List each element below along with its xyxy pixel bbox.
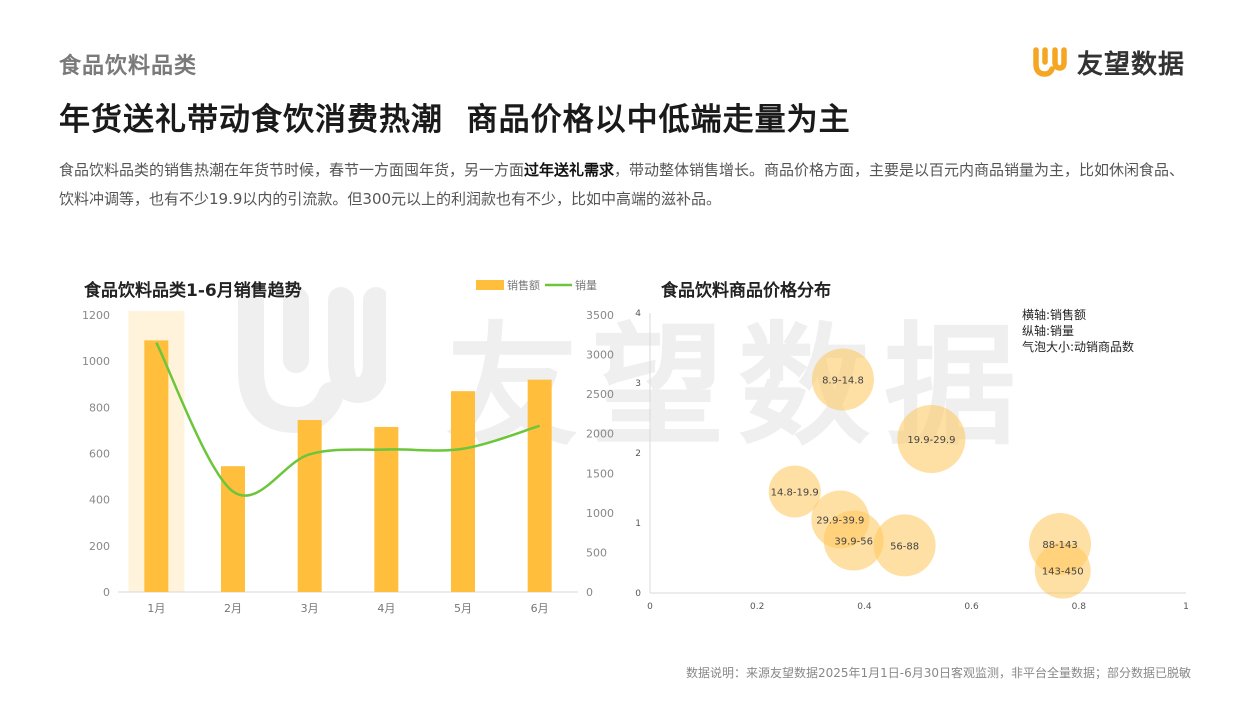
- y-tick-label: 0: [635, 589, 641, 599]
- bar-chart-title: 食品饮料品类1-6月销售趋势: [84, 281, 302, 301]
- y-left-tick-label: 600: [89, 448, 110, 461]
- description-text-2: ，带动整体销售增长。商品价格方面，主要是以百元内商品销量为主，比如休闲食品、饮料…: [59, 161, 1185, 208]
- bubble-label: 19.9-29.9: [907, 435, 955, 446]
- bubble-label: 143-450: [1042, 567, 1084, 578]
- bar-4月: [374, 426, 399, 592]
- x-tick-label: 0.6: [964, 602, 979, 612]
- bubble-label: 56-88: [890, 541, 919, 552]
- y-right-tick-label: 2000: [586, 428, 614, 441]
- y-left-tick-label: 800: [89, 401, 110, 414]
- x-tick-label: 4月: [377, 602, 395, 615]
- bubble-14.8-19.9: [768, 465, 821, 518]
- bar-3月: [297, 420, 322, 592]
- bubble-8.9-14.8: [811, 348, 874, 411]
- legend-swatch-sales: [476, 280, 504, 290]
- y-left-tick-label: 400: [89, 494, 110, 507]
- sales-volume-line: [155, 342, 541, 497]
- bubble-label: 8.9-14.8: [822, 376, 864, 387]
- y-left-tick-label: 200: [89, 540, 110, 553]
- y-right-tick-label: 2500: [586, 388, 614, 401]
- bar-5月: [451, 391, 475, 592]
- bar-1月: [144, 340, 169, 592]
- bar-6月: [527, 379, 552, 592]
- x-tick-label: 3月: [301, 602, 319, 615]
- y-tick-label: 2: [635, 449, 641, 459]
- brand-logo: 友望数据: [1033, 44, 1185, 80]
- x-tick-label: 2月: [224, 602, 242, 615]
- y-left-tick-label: 0: [103, 586, 110, 599]
- y-tick-label: 4: [635, 309, 641, 319]
- y-left-tick-label: 1200: [82, 309, 110, 322]
- y-tick-label: 1: [635, 519, 641, 529]
- x-tick-label: 1月: [147, 602, 165, 615]
- bubble-label: 29.9-39.9: [816, 516, 864, 527]
- page-description: 食品饮料品类的销售热潮在年货节时候，春节一方面囤年货，另一方面过年送礼需求，带动…: [59, 156, 1194, 214]
- bubble-label: 88-143: [1042, 540, 1077, 551]
- x-tick-label: 5月: [454, 602, 472, 615]
- chart-legend: 销售额 销量: [476, 278, 597, 292]
- page-headline: 年货送礼带动食饮消费热潮 商品价格以中低端走量为主: [59, 102, 851, 138]
- axis-note: 纵轴:销量: [1022, 323, 1074, 338]
- bar-2月: [221, 466, 245, 592]
- legend-label-volume: 销量: [575, 278, 597, 292]
- x-tick-label: 6月: [531, 602, 549, 615]
- y-right-tick-label: 0: [586, 586, 593, 599]
- brand-logo-icon: [1033, 47, 1067, 77]
- description-text-1: 食品饮料品类的销售热潮在年货节时候，春节一方面囤年货，另一方面: [59, 161, 525, 179]
- axis-note: 气泡大小:动销商品数: [1022, 339, 1134, 354]
- sales-trend-chart: 0 200 400 600 800 1000 1200 0 500 1000 1500 2000 250…: [82, 278, 614, 615]
- x-tick-label: 0.4: [857, 602, 872, 612]
- bubble-56-88: [873, 514, 936, 577]
- y-tick-label: 3: [635, 379, 641, 389]
- bubble-label: 14.8-19.9: [771, 488, 819, 499]
- y-left-tick-label: 1000: [82, 355, 110, 368]
- bubble-label: 39.9-56: [834, 537, 873, 548]
- bubble-19.9-29.9: [897, 405, 966, 473]
- scatter-chart-title: 食品饮料商品价格分布: [661, 281, 831, 301]
- x-tick-label: 0.2: [750, 602, 764, 612]
- category-label: 食品饮料品类: [59, 54, 198, 79]
- data-source-note: 数据说明：来源友望数据2025年1月1日-6月30日客观监测，非平台全量数据；部…: [685, 666, 1191, 680]
- y-right-tick-label: 500: [586, 546, 607, 559]
- bubble-143-450: [1034, 542, 1091, 599]
- legend-label-sales: 销售额: [507, 278, 540, 292]
- price-distribution-chart: 0 1 2 3 4 0 0.2 0.4 0.6 0.8 1 8.9-14.8 19.9-29.9 14.8…: [635, 307, 1189, 612]
- y-right-tick-label: 1000: [586, 507, 614, 520]
- x-tick-label: 0.8: [1072, 602, 1087, 612]
- y-right-tick-label: 3500: [586, 309, 614, 322]
- axis-note: 横轴:销售额: [1022, 307, 1086, 322]
- x-tick-label: 1: [1183, 602, 1189, 612]
- y-right-tick-label: 3000: [586, 349, 614, 362]
- brand-logo-text: 友望数据: [1077, 49, 1186, 80]
- y-right-tick-label: 1500: [586, 467, 614, 480]
- description-emphasis: 过年送礼需求: [524, 161, 615, 179]
- bubble-39.9-56: [823, 510, 884, 571]
- x-tick-label: 0: [647, 602, 653, 612]
